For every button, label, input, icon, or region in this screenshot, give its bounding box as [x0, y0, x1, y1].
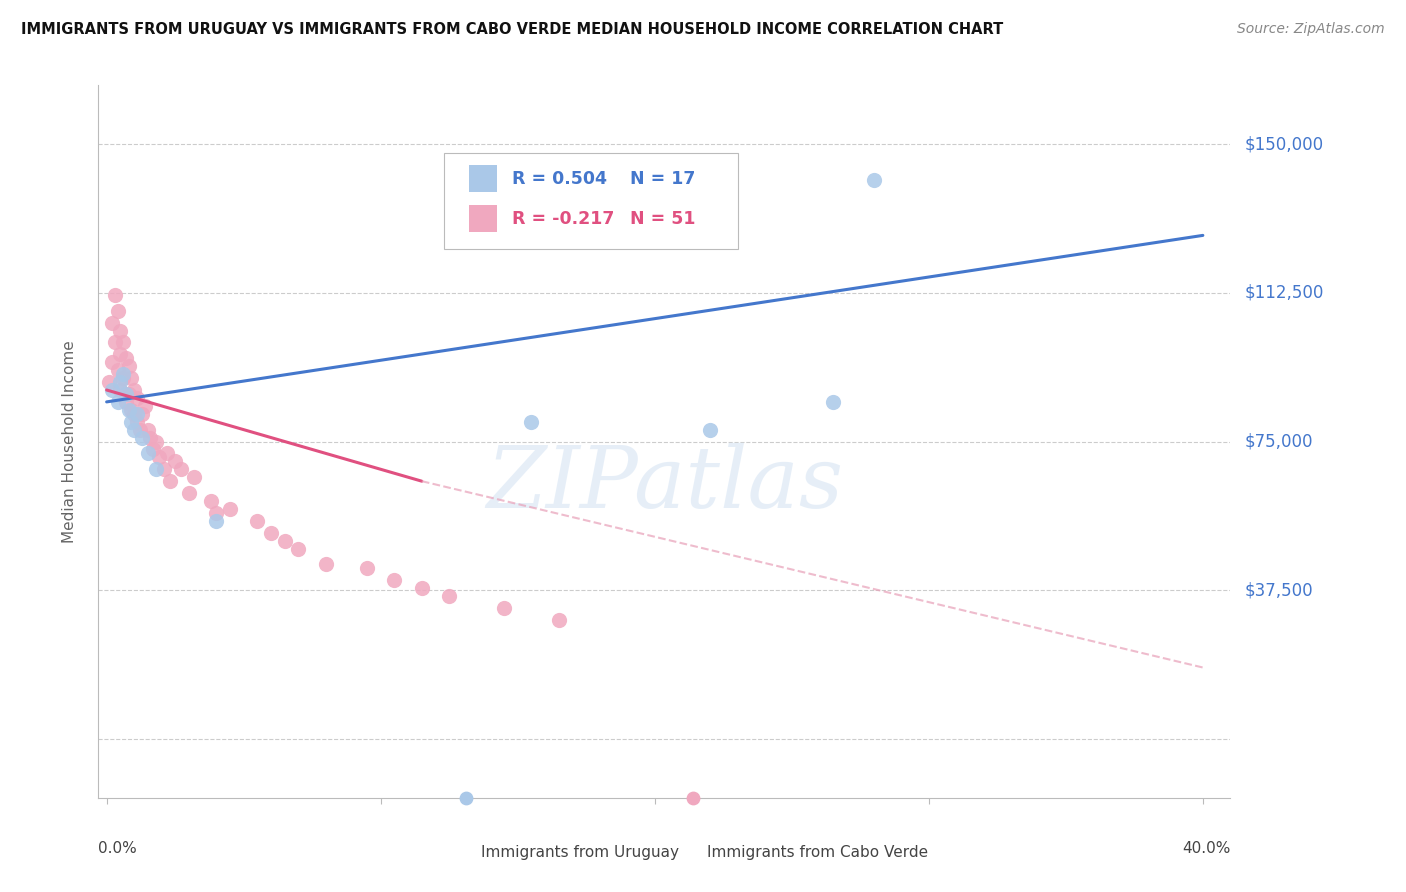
- Point: [699, 423, 721, 437]
- Point: [153, 462, 176, 476]
- Point: [101, 355, 124, 369]
- Point: [122, 407, 145, 421]
- Point: [287, 541, 309, 556]
- Point: [114, 395, 136, 409]
- Point: [246, 514, 269, 528]
- Point: [274, 533, 297, 548]
- Point: [114, 351, 136, 366]
- Point: [159, 474, 181, 488]
- Text: ZIPatlas: ZIPatlas: [485, 443, 844, 525]
- Point: [260, 525, 283, 540]
- Text: $112,500: $112,500: [1244, 284, 1323, 301]
- Point: [107, 303, 129, 318]
- Point: [183, 470, 205, 484]
- Text: $75,000: $75,000: [1244, 433, 1313, 450]
- Text: N = 51: N = 51: [630, 210, 696, 227]
- Point: [110, 324, 132, 338]
- Point: [104, 335, 127, 350]
- Point: [145, 434, 167, 449]
- Point: [356, 561, 378, 575]
- Bar: [468, 165, 496, 193]
- Point: [142, 442, 165, 457]
- Point: [98, 375, 121, 389]
- Point: [145, 462, 167, 476]
- Y-axis label: Median Household Income: Median Household Income: [62, 340, 77, 543]
- Point: [136, 423, 159, 437]
- Point: [131, 407, 153, 421]
- Point: [101, 316, 124, 330]
- Point: [205, 506, 228, 520]
- Text: $37,500: $37,500: [1244, 582, 1313, 599]
- Text: Immigrants from Uruguay: Immigrants from Uruguay: [481, 845, 679, 860]
- Point: [156, 446, 179, 460]
- Text: 0.0%: 0.0%: [98, 841, 138, 856]
- Text: R = -0.217: R = -0.217: [512, 210, 614, 227]
- Point: [120, 415, 142, 429]
- Point: [520, 415, 543, 429]
- Point: [165, 454, 187, 468]
- Point: [101, 383, 124, 397]
- Point: [384, 574, 406, 588]
- Point: [131, 431, 153, 445]
- Point: [139, 431, 162, 445]
- Bar: [468, 205, 496, 233]
- Text: IMMIGRANTS FROM URUGUAY VS IMMIGRANTS FROM CABO VERDE MEDIAN HOUSEHOLD INCOME CO: IMMIGRANTS FROM URUGUAY VS IMMIGRANTS FR…: [21, 22, 1004, 37]
- Point: [112, 335, 135, 350]
- Text: $150,000: $150,000: [1244, 136, 1323, 153]
- Point: [411, 581, 433, 595]
- Point: [114, 387, 136, 401]
- Point: [986, 731, 1008, 746]
- Text: R = 0.504: R = 0.504: [512, 170, 606, 188]
- Point: [863, 173, 886, 187]
- Point: [120, 371, 142, 385]
- Point: [148, 450, 170, 465]
- Point: [125, 407, 148, 421]
- Text: Immigrants from Cabo Verde: Immigrants from Cabo Verde: [707, 845, 928, 860]
- Point: [134, 399, 156, 413]
- Point: [122, 383, 145, 397]
- Text: N = 17: N = 17: [630, 170, 696, 188]
- Point: [107, 395, 129, 409]
- Point: [200, 494, 222, 508]
- Point: [136, 446, 159, 460]
- Point: [122, 423, 145, 437]
- Point: [117, 387, 139, 401]
- Point: [110, 383, 132, 397]
- Point: [169, 462, 191, 476]
- Point: [125, 415, 148, 429]
- Point: [107, 363, 129, 377]
- Point: [110, 347, 132, 361]
- Point: [205, 514, 228, 528]
- Point: [547, 613, 569, 627]
- Point: [437, 589, 460, 603]
- Text: 40.0%: 40.0%: [1182, 841, 1230, 856]
- Point: [110, 375, 132, 389]
- Point: [219, 502, 242, 516]
- Point: [821, 395, 844, 409]
- Point: [128, 423, 150, 437]
- Point: [117, 359, 139, 374]
- Point: [315, 558, 337, 572]
- Point: [104, 288, 127, 302]
- FancyBboxPatch shape: [444, 153, 738, 249]
- Point: [117, 402, 139, 417]
- Point: [112, 367, 135, 381]
- Point: [177, 486, 200, 500]
- Text: Source: ZipAtlas.com: Source: ZipAtlas.com: [1237, 22, 1385, 37]
- Point: [120, 402, 142, 417]
- Point: [125, 391, 148, 405]
- Point: [112, 371, 135, 385]
- Point: [492, 601, 515, 615]
